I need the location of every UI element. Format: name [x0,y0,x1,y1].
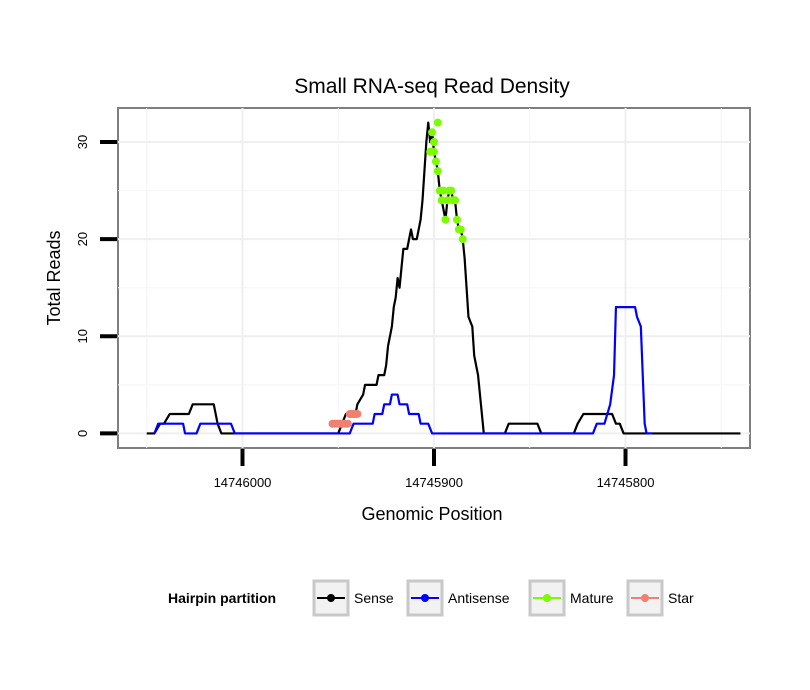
legend-point-sense [327,594,335,602]
data-point-mature [437,196,446,205]
legend-label-mature: Mature [570,590,614,606]
chart-title: Small RNA-seq Read Density [294,75,570,98]
data-point-mature [441,215,450,224]
legend-label-antisense: Antisense [448,590,510,606]
data-point-mature [443,196,452,205]
data-point-mature [447,186,456,195]
data-point-star [343,419,352,428]
y-axis: 0 10 20 30 [75,135,117,437]
y-tick-label: 20 [75,232,90,246]
x-tick-label: 14746000 [214,475,272,490]
y-tick-label: 0 [75,430,90,437]
legend: Hairpin partition Sense Antisense Mature St… [168,579,694,617]
data-point-mature [430,138,438,146]
y-tick-label: 10 [75,329,90,343]
legend-point-star [641,594,649,602]
data-point-mature [451,196,460,205]
x-tick-label: 14745800 [597,475,655,490]
legend-label-sense: Sense [354,590,394,606]
series-layer [146,118,741,435]
data-point-mature [433,167,442,176]
data-point-mature [452,215,461,224]
legend-point-mature [543,594,551,602]
data-point-mature [431,157,440,166]
x-axis-title: Genomic Position [361,504,502,524]
data-point-mature [458,235,467,244]
data-point-mature [430,147,438,156]
legend-point-antisense [421,594,429,602]
y-tick-label: 30 [75,135,90,149]
x-axis: 14746000 14745900 14745800 [214,449,655,490]
data-point-mature [433,118,442,127]
legend-label-star: Star [668,590,694,606]
legend-title: Hairpin partition [168,590,276,606]
data-point-star [353,410,362,418]
series-line-antisense [153,306,653,435]
data-point-mature [439,186,448,195]
y-axis-title: Total Reads [44,230,64,325]
x-tick-label: 14745900 [405,475,463,490]
data-point-mature [428,128,437,137]
data-point-mature [456,225,465,234]
